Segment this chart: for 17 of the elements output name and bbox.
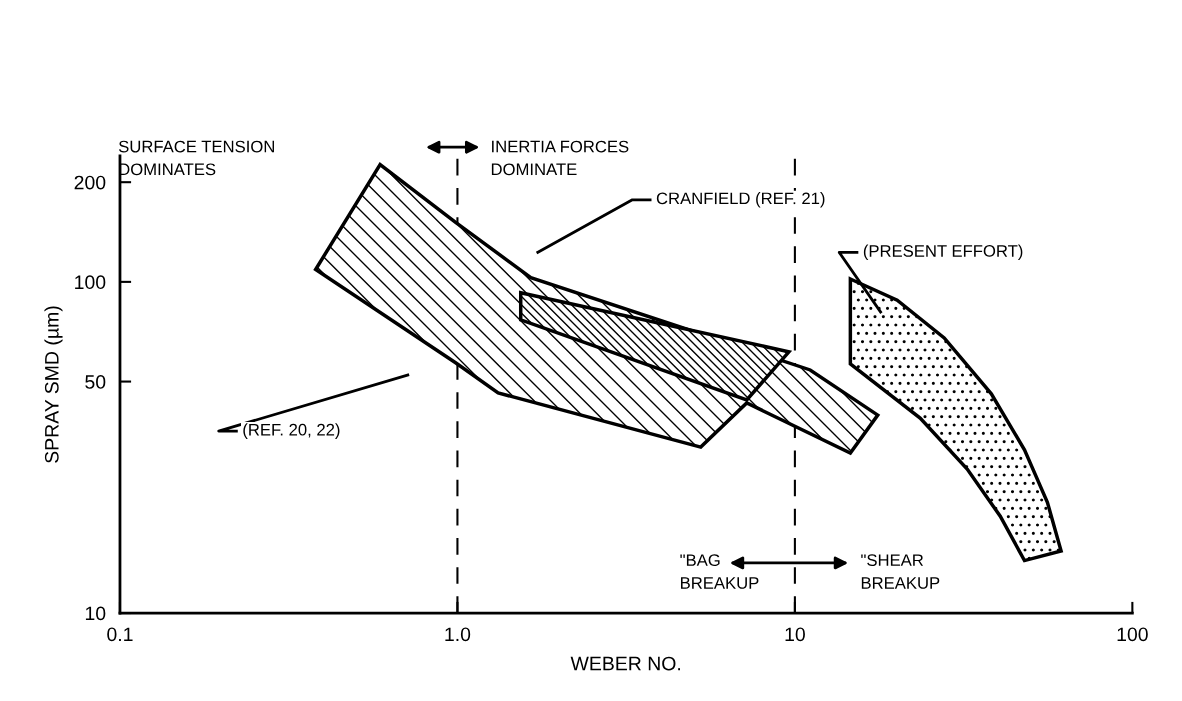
y-tick-label: 100 xyxy=(75,275,106,290)
x-tick-label: 100 xyxy=(1117,627,1148,642)
x-axis-title: WEBER NO. xyxy=(570,656,681,671)
y-tick-label: 50 xyxy=(85,375,106,389)
annotation: (PRESENT EFFORT) xyxy=(863,244,1023,261)
annotation: CRANFIELD (REF. 21) xyxy=(656,192,825,208)
annotation: "SHEAR BREAKUP xyxy=(861,554,940,589)
annotation: INERTIA FORCES DOMINATE xyxy=(491,140,629,176)
x-tick-label: 10 xyxy=(785,627,805,642)
y-axis-title: SPRAY SMD (µm) xyxy=(44,306,63,463)
annotation: "BAG BREAKUP xyxy=(680,554,759,589)
x-tick-label: 1.0 xyxy=(445,627,471,642)
x-tick-label: 0.1 xyxy=(107,627,133,642)
annotation: SURFACE TENSION DOMINATES xyxy=(118,140,274,176)
annotation: (REF. 20, 22) xyxy=(243,423,340,439)
y-tick-label: 200 xyxy=(74,175,106,190)
y-tick-label: 10 xyxy=(85,606,106,621)
